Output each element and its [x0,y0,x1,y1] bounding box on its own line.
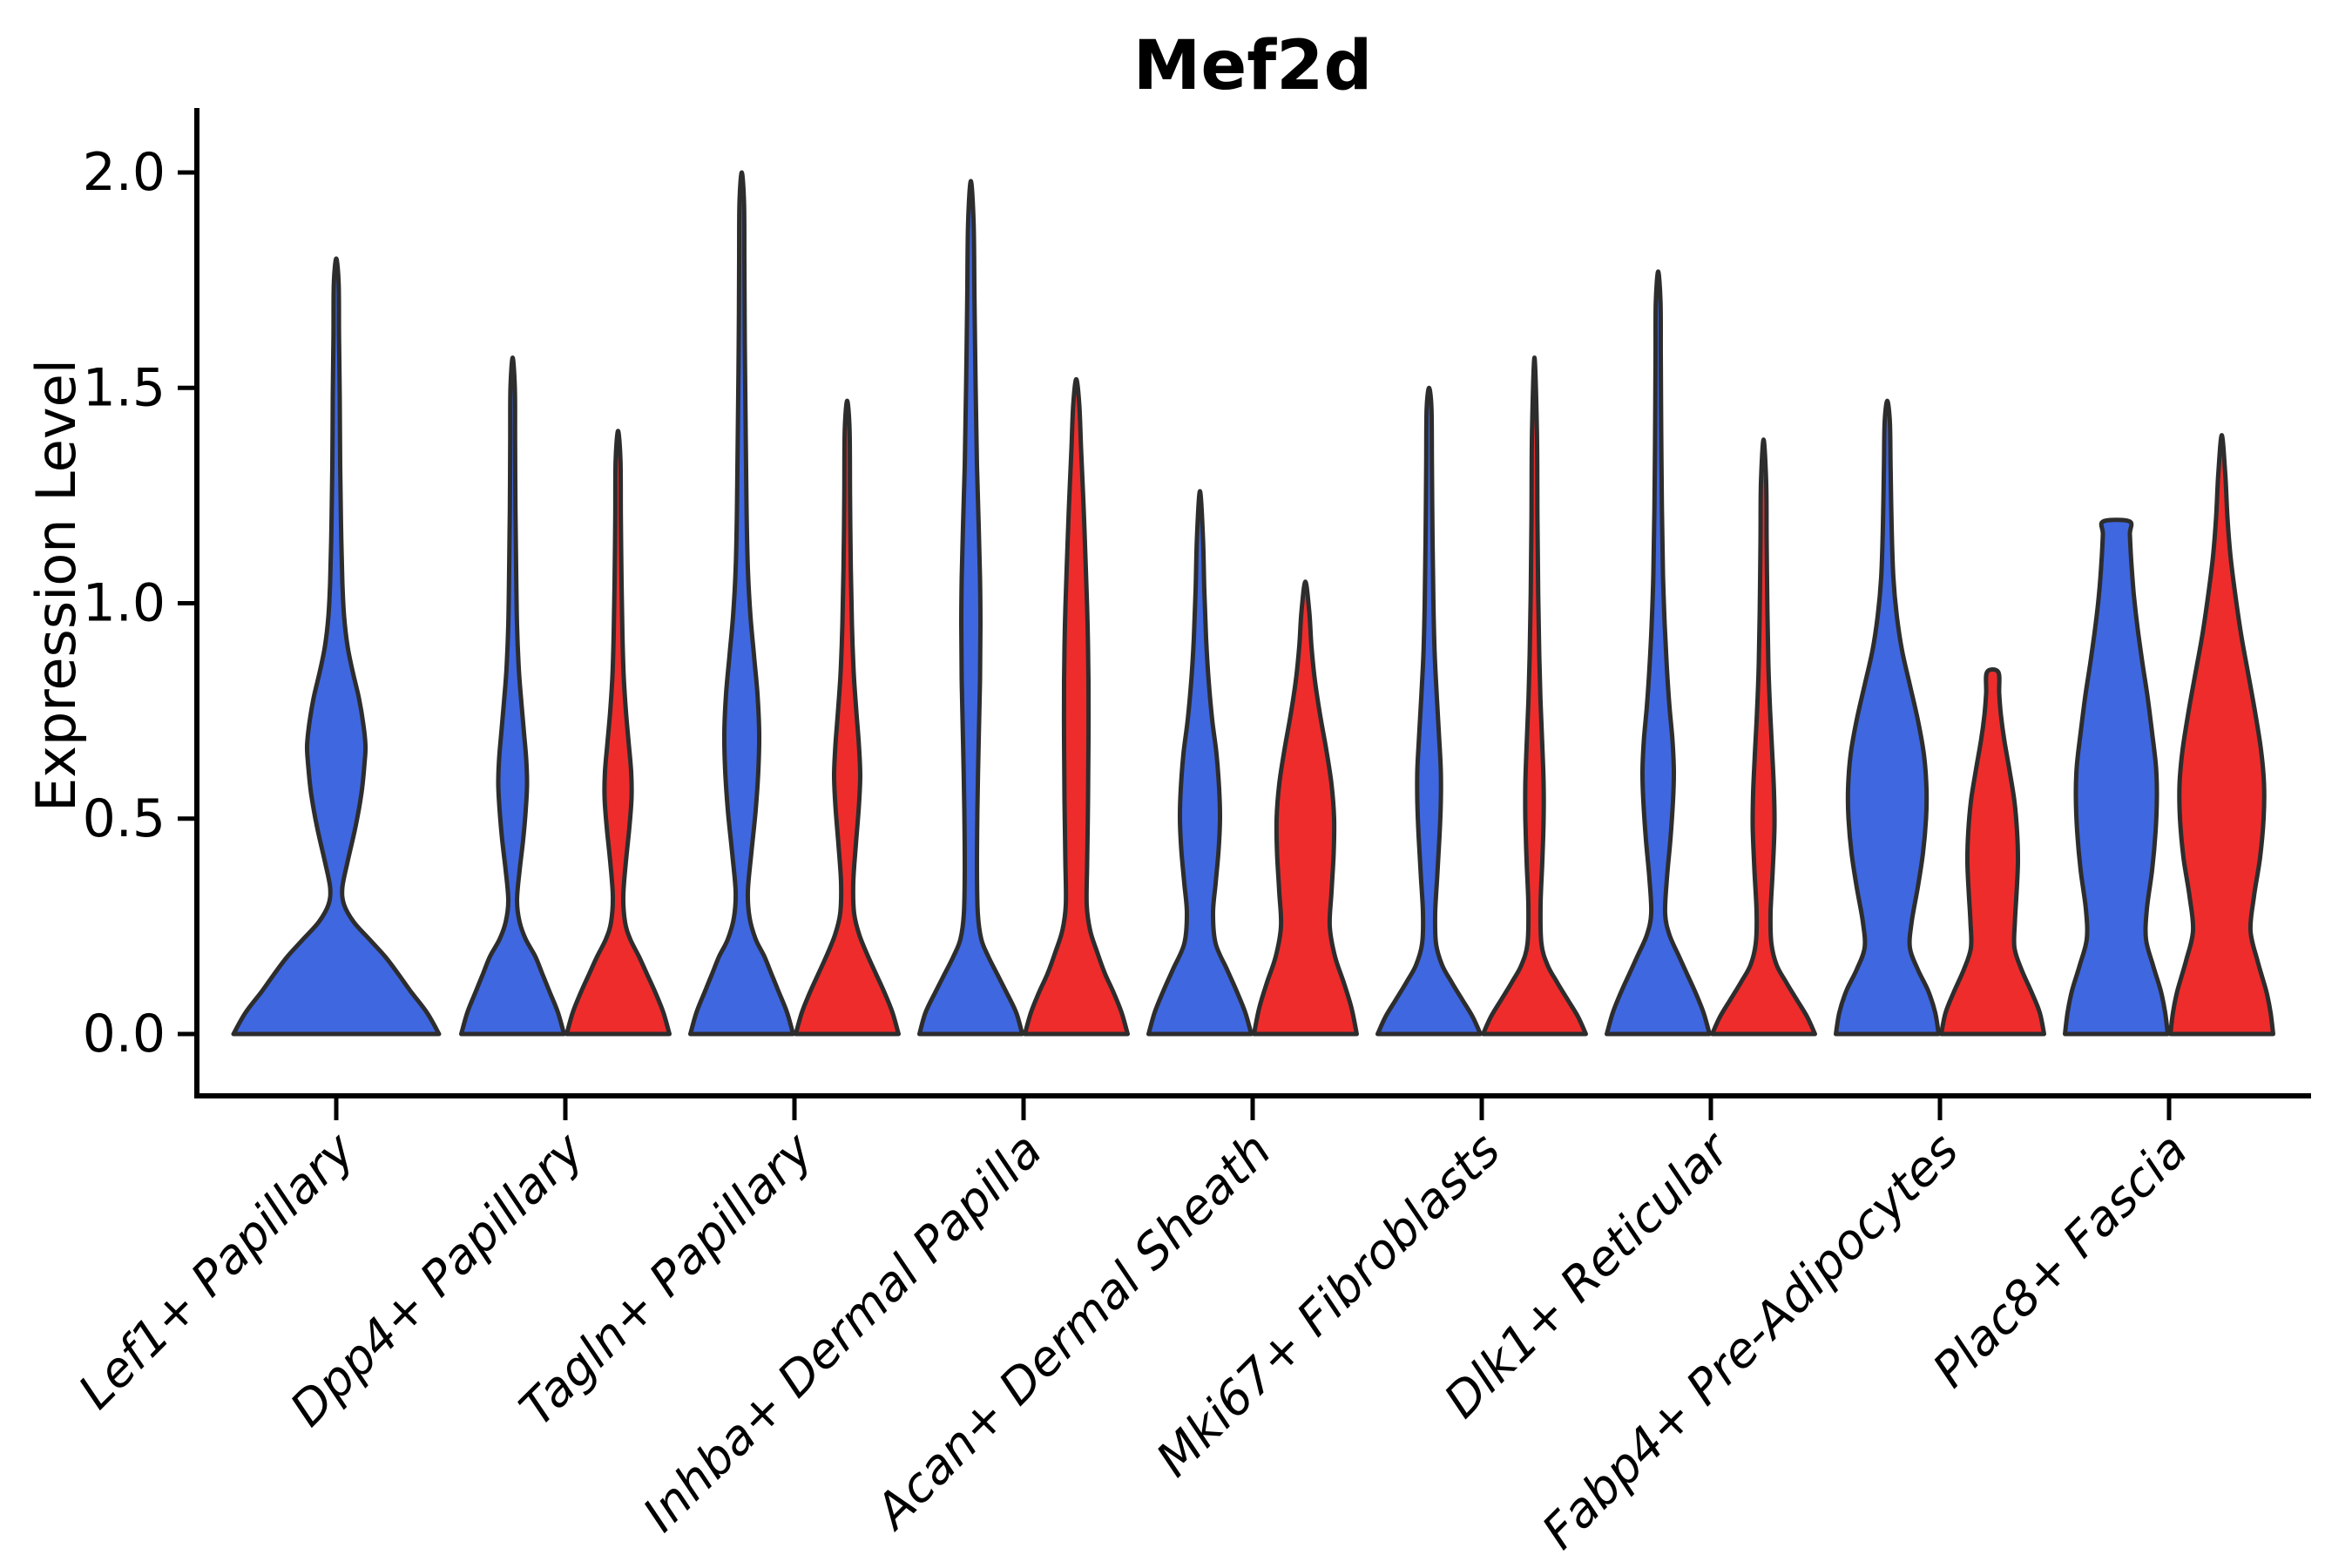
violin-blue-acan-dermal-sheath [1146,489,1254,1037]
violin-red-dpp4-papillary [564,429,672,1037]
violin-blue-mki67-fibroblasts [1375,385,1483,1037]
y-axis-label: Expression Level [24,359,88,812]
violin-blue-inhba-dermal-papilla [917,179,1024,1037]
y-tick-label: 2.0 [83,142,166,203]
violin-red-inhba-dermal-papilla [1023,376,1130,1037]
violin-blue-dpp4-papillary [459,355,566,1037]
violin-layer [231,170,2275,1037]
violin-red-plac8-fascia [2168,433,2275,1037]
x-tick-label: Inhba+ Dermal Papilla [632,1122,1052,1542]
violin-red-mki67-fibroblasts [1481,355,1588,1037]
y-tick-label: 0.5 [83,788,166,849]
violin-blue-dlk1-reticular [1605,269,1712,1037]
violin-blue-plac8-fascia [2063,517,2170,1037]
violin-blue-fabp4-pre-adipocytes [1834,398,1941,1037]
violin-red-acan-dermal-sheath [1252,579,1359,1037]
chart-title: Mef2d [1133,27,1373,105]
violin-red-dlk1-reticular [1710,437,1817,1037]
violin-red-fabp4-pre-adipocytes [1939,667,2046,1037]
violin-red-tagln-papillary [794,398,901,1037]
violin-blue-tagln-papillary [688,170,795,1037]
y-tick-label: 1.5 [83,357,166,418]
y-tick-label: 1.0 [83,573,166,634]
axes-layer: 0.0 0.5 1.0 1.5 2.0 [83,108,2311,1120]
x-tick-label: Fabp4+ Pre-Adipocytes [1531,1122,1969,1559]
y-tick-label: 0.0 [83,1004,166,1064]
x-tick-label: Acan+ Dermal Sheath [863,1122,1282,1541]
violin-blue-lef1-papillary [231,256,442,1037]
